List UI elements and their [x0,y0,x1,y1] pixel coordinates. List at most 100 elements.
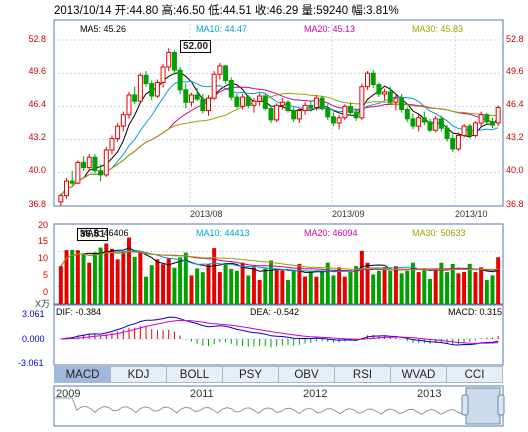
volume-axis-20: 20 [37,220,48,230]
candle-body [319,97,325,109]
volume-bar [229,268,234,304]
volume-bar [200,272,205,304]
ma30-line [60,92,499,196]
volume-bar [422,268,427,304]
candle-body [143,74,149,85]
volume-bar [456,273,461,304]
volume-bar [308,270,313,304]
candle-body [325,107,331,118]
volume-bar [416,272,421,304]
indicator-tabs: MACD KDJ BOLL PSY OBV RSI WVAD CCI [54,366,503,383]
volume-bar [166,258,171,304]
volume-bar [342,276,347,304]
candle-body [64,180,70,197]
volume-bar [212,248,217,304]
volume-ma30-label: MA30: 50633 [412,228,466,238]
volume-bar [75,250,80,304]
volume-bar [223,262,228,304]
volume-bar [195,268,200,304]
volume-bar [365,262,370,304]
volume-bar [189,275,194,304]
tab-macd[interactable]: MACD [54,366,111,383]
candle-body [98,170,104,176]
volume-bar [183,252,188,304]
volume-bar [445,272,450,304]
tab-cci[interactable]: CCI [447,366,503,383]
candle-body [416,117,422,127]
candle-body [171,51,177,71]
candle-body [399,97,405,111]
price-ma30-label: MA30: 45.83 [412,24,464,34]
volume-bar [354,266,359,304]
tab-boll[interactable]: BOLL [167,366,223,383]
candle-body [69,180,75,184]
price-axis-left-5: 40.0 [28,165,46,175]
candle-body [330,116,336,124]
quote-low: 低:44.51 [208,5,252,17]
candle-body [387,91,393,103]
candle-body [302,104,308,112]
price-ma10-label: MA10: 44.47 [196,24,248,34]
candle-body [427,121,433,131]
volume-bar [320,270,325,304]
timeline-selection-window [465,387,501,425]
volume-bar [257,280,262,304]
volume-bar [325,262,330,304]
macd-dea-line [60,319,499,344]
candle-body [461,125,467,136]
candle-body [296,110,302,120]
candle-body [223,65,229,81]
candle-body [484,114,490,123]
timeline-year-2013: 2013 [417,388,442,400]
candle-body [438,118,444,129]
volume-ma5-label: MA5: 46406 [80,228,129,238]
quote-change: 幅:3.81% [351,5,399,17]
volume-bar [496,257,501,304]
candle-body [291,110,297,120]
candle-body [444,127,450,140]
candle-body [154,82,160,97]
candle-body [251,100,257,106]
high-price-marker: 52.00 [180,40,212,53]
tab-rsi[interactable]: RSI [335,366,391,383]
price-axis-left-3: 46.4 [28,99,46,109]
candle-body [370,72,376,86]
volume-bar [274,269,279,304]
macd-axis-top: 3.061 [22,309,45,319]
date-label-oct: 2013/10 [455,209,488,219]
timeline-year-2011: 2011 [190,388,214,400]
volume-bar [98,247,103,304]
quote-open: 开:44.80 [114,5,159,17]
candle-body [393,97,399,103]
volume-bar [359,250,364,304]
volume-bar [280,270,285,304]
candle-body [109,138,115,151]
price-axis-left-4: 43.2 [28,132,46,142]
tab-obv[interactable]: OBV [279,366,335,383]
candle-body [132,94,138,102]
candle-body [489,121,495,126]
volume-bar [161,264,166,304]
tab-wvad[interactable]: WVAD [391,366,447,383]
candle-body [183,89,189,103]
macd-dea-label: DEA: -0.542 [250,307,300,317]
candle-body [313,97,319,108]
price-ma20-label: MA20: 45.13 [304,24,356,34]
candle-body [268,107,274,121]
tab-kdj[interactable]: KDJ [111,366,167,383]
volume-bar [268,260,273,304]
tab-psy[interactable]: PSY [223,366,279,383]
volume-bar [178,257,183,304]
volume-bar [234,270,239,304]
macd-dif-line [60,316,499,346]
candle-body [257,95,263,102]
candle-body [166,51,172,68]
volume-bar [121,251,126,304]
quote-close: 收:46.29 [254,5,299,17]
price-axis-right-2: 49.6 [506,66,524,76]
volume-bar [399,273,404,304]
volume-bar [286,280,291,304]
volume-bar [155,259,160,304]
volume-bar [410,262,415,304]
